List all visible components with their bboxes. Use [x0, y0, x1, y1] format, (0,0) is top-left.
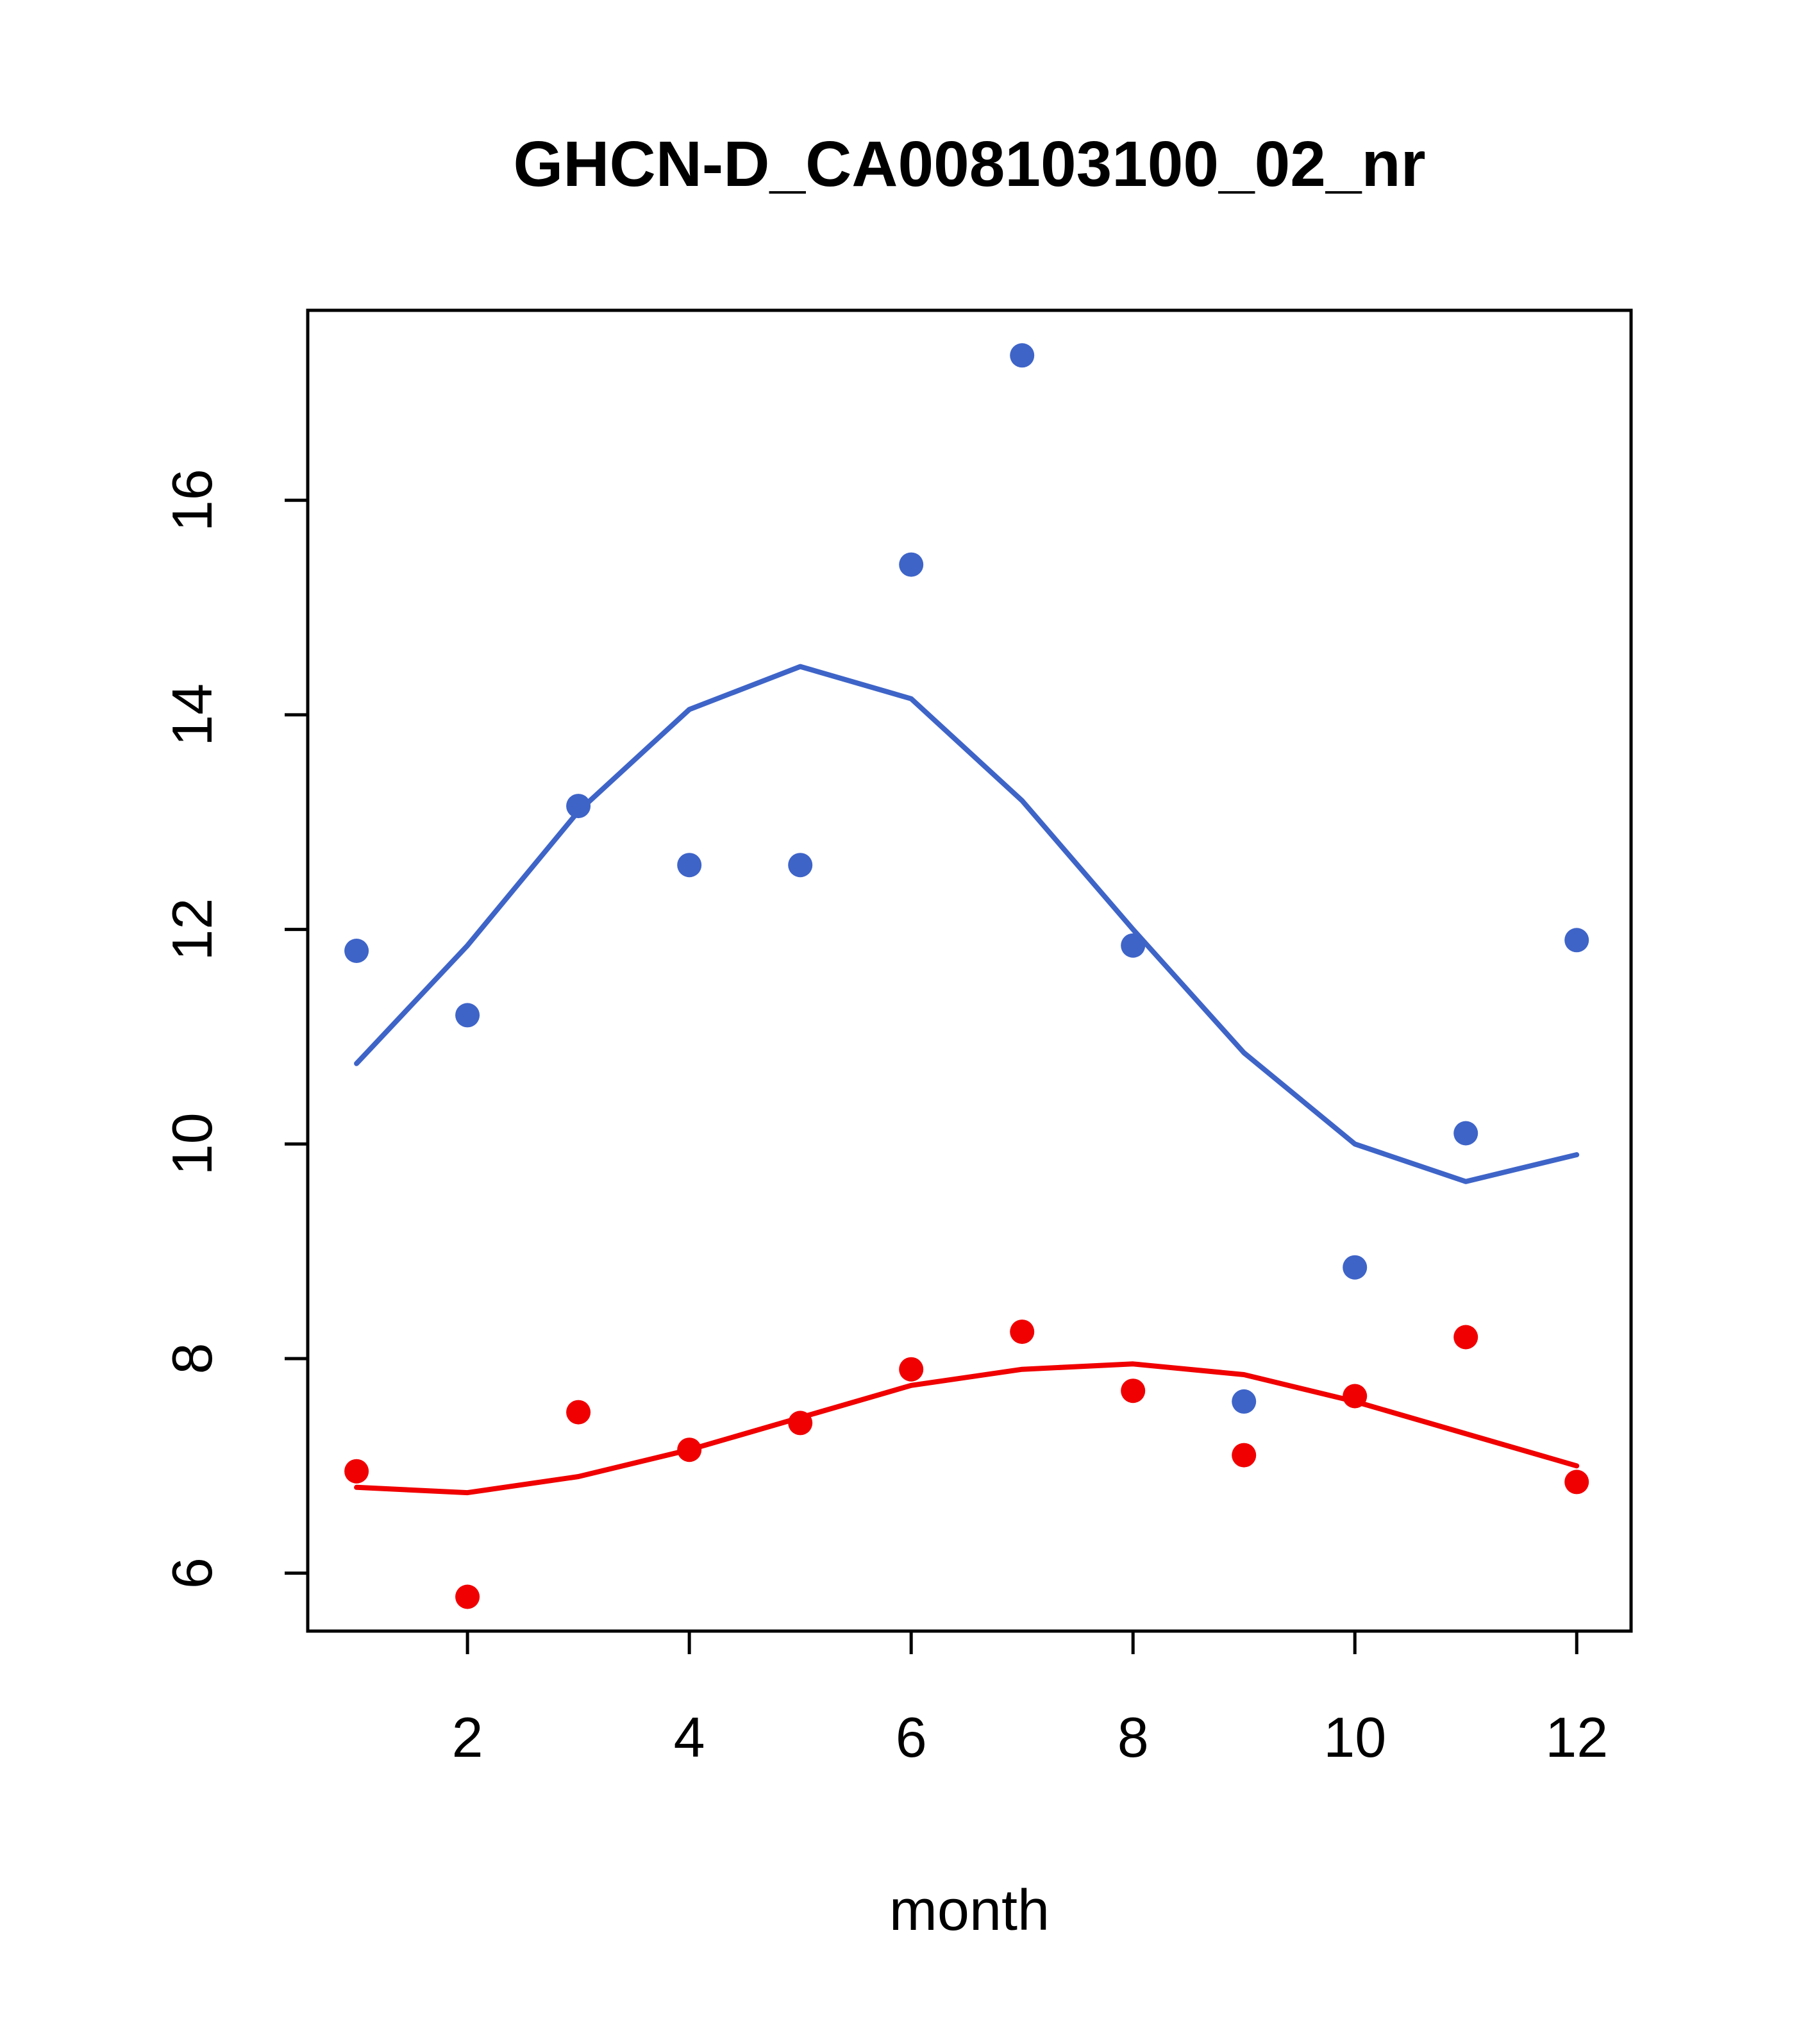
blue-points-dot — [1232, 1389, 1257, 1414]
x-tick-label: 2 — [452, 1705, 483, 1769]
chart-title: GHCN-D_CA008103100_02_nr — [514, 128, 1426, 200]
plot-border — [306, 308, 1633, 1633]
red-points-dot — [899, 1357, 924, 1382]
red-smooth-line — [354, 1361, 1580, 1496]
y-tick-label: 16 — [160, 469, 224, 532]
y-tick-label: 12 — [160, 898, 224, 961]
x-axis-label: month — [889, 1879, 1050, 1943]
red-points-dot — [566, 1400, 591, 1425]
blue-points-dot — [1453, 1121, 1478, 1146]
red-points-dot — [1232, 1443, 1257, 1468]
blue-points-dot — [1010, 343, 1035, 368]
y-tick-label: 6 — [160, 1557, 224, 1589]
red-points-dot — [344, 1459, 369, 1484]
series-blue-points — [344, 343, 1589, 1414]
blue-points-dot — [1343, 1255, 1368, 1280]
blue-points-dot — [566, 794, 591, 819]
x-tick-label: 12 — [1545, 1705, 1608, 1769]
series-red-points — [344, 1319, 1589, 1609]
x-axis: 2 4 6 8 10 12 — [452, 1631, 1608, 1769]
y-tick-label: 14 — [160, 683, 224, 746]
x-tick-label: 10 — [1323, 1705, 1386, 1769]
blue-points-dot — [1564, 928, 1589, 953]
red-points-dot — [1453, 1325, 1478, 1350]
blue-points-dot — [677, 853, 702, 878]
blue-points-dot — [455, 1003, 480, 1028]
series-blue-smooth-line — [354, 664, 1580, 1184]
red-points-dot — [1010, 1319, 1035, 1345]
y-axis: 6 8 10 12 14 16 — [160, 469, 308, 1589]
y-tick-label: 10 — [160, 1112, 224, 1175]
x-tick-label: 8 — [1118, 1705, 1149, 1769]
series-red-smooth-line — [354, 1361, 1580, 1496]
blue-smooth-line — [354, 664, 1580, 1184]
blue-points-dot — [899, 552, 924, 577]
x-tick-label: 4 — [674, 1705, 705, 1769]
y-tick-label: 8 — [160, 1343, 224, 1374]
blue-points-dot — [344, 939, 369, 963]
red-points-dot — [455, 1584, 480, 1609]
blue-points-dot — [788, 853, 813, 878]
x-tick-label: 6 — [896, 1705, 927, 1769]
red-points-dot — [1121, 1378, 1146, 1403]
red-points-dot — [1564, 1470, 1589, 1495]
series-layer — [344, 343, 1589, 1609]
